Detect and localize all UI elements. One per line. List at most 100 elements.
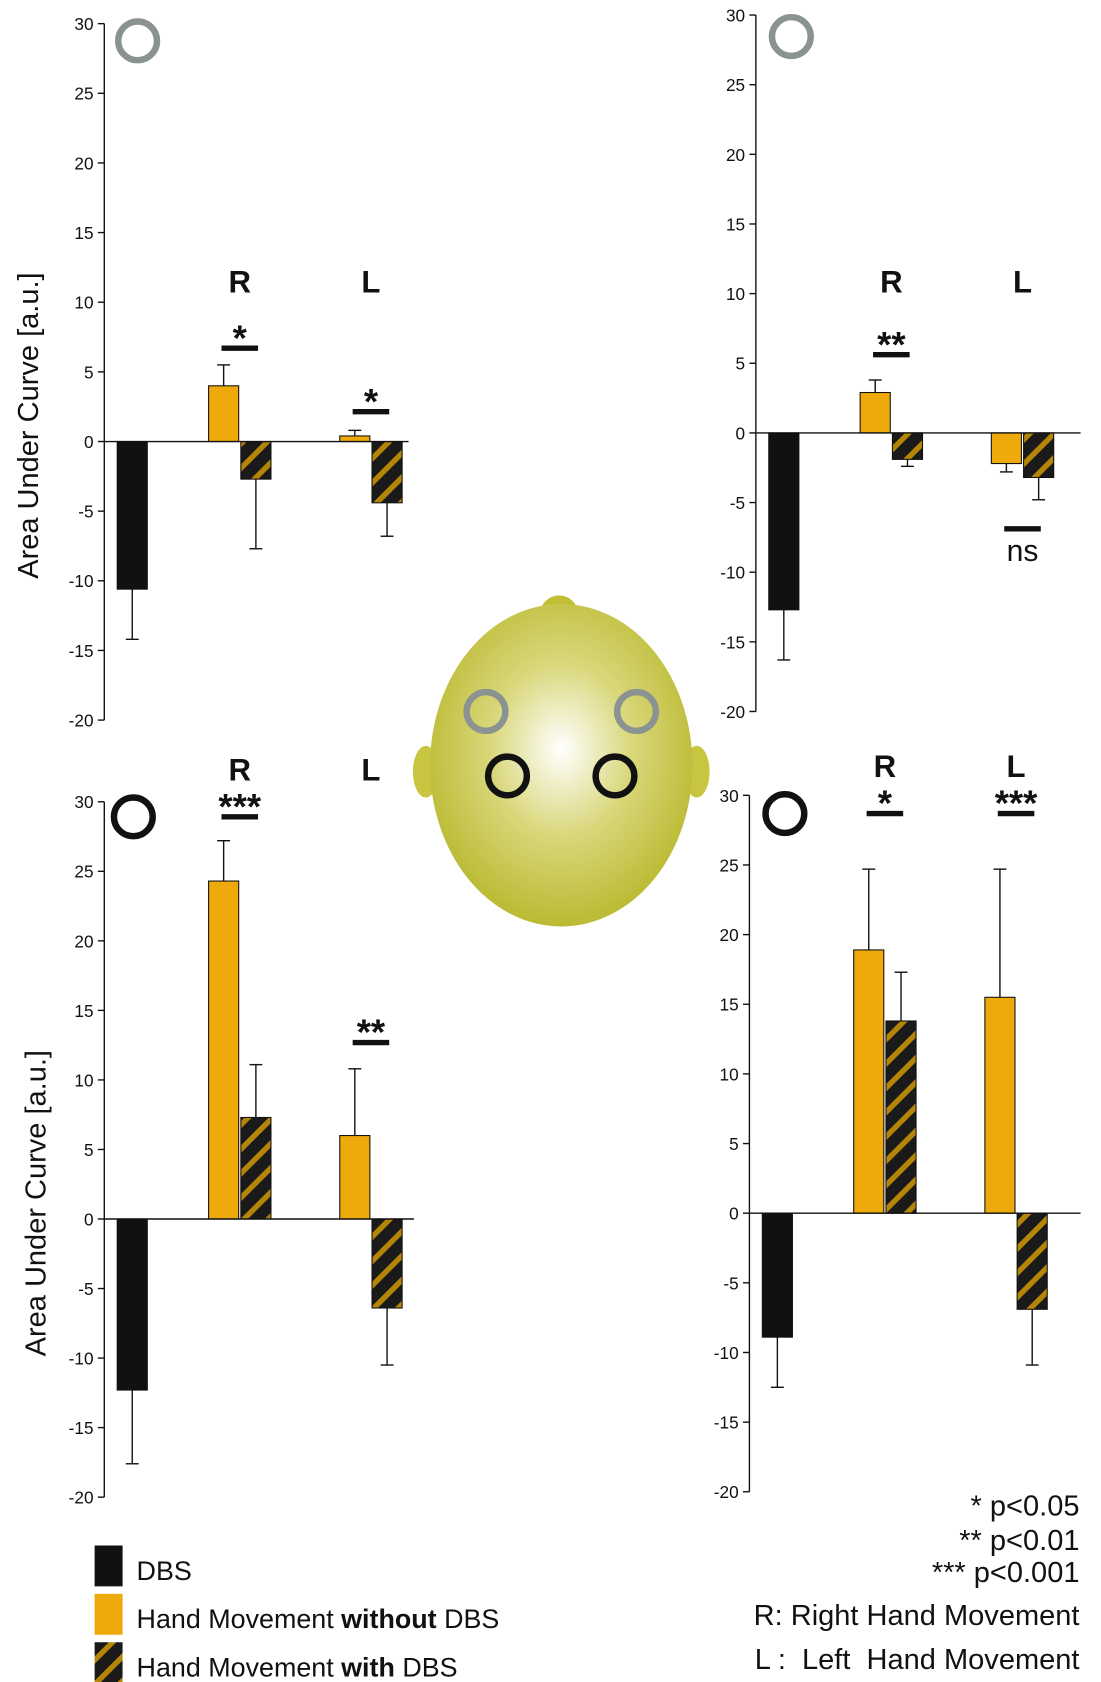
group-label: R (229, 752, 252, 787)
note: L : Left Hand Movement (755, 1644, 1080, 1676)
bar (985, 997, 1015, 1213)
y-tick-label: -10 (69, 1349, 94, 1369)
significance-label: ** (877, 324, 906, 365)
y-tick-label: 25 (74, 84, 93, 104)
significance-label: * (878, 783, 893, 824)
bar (372, 1219, 402, 1308)
bar (340, 436, 370, 442)
panel-icon (772, 17, 811, 56)
y-tick-label: -20 (714, 1482, 739, 1502)
y-tick-label: 10 (74, 293, 93, 313)
y-tick-label: -15 (714, 1413, 739, 1433)
bar (860, 393, 890, 433)
y-tick-label: 30 (74, 792, 93, 812)
group-label: R (880, 264, 903, 299)
y-tick-label: 20 (720, 925, 739, 945)
bar (762, 1213, 792, 1337)
head (430, 604, 692, 926)
note: ** p<0.01 (959, 1525, 1079, 1557)
bar (892, 433, 922, 459)
legend-word: without (340, 1604, 444, 1634)
group-label: R (874, 749, 897, 784)
y-tick-label: 10 (74, 1070, 93, 1090)
note: *** p<0.001 (932, 1557, 1080, 1589)
y-tick-label: 5 (736, 354, 746, 374)
y-tick-label: 15 (74, 223, 93, 243)
y-tick-label: -5 (730, 493, 745, 513)
y-tick-label: -15 (69, 641, 94, 661)
significance-label: *** (218, 786, 261, 827)
legend-word: DBS (444, 1604, 499, 1634)
significance-label: *** (995, 783, 1038, 824)
y-tick-label: 10 (720, 1064, 739, 1084)
y-tick-label: 25 (726, 75, 745, 95)
panel-icon (114, 797, 153, 836)
bar (117, 442, 147, 590)
legend-word: with (340, 1653, 402, 1682)
y-tick-label: -5 (78, 1279, 93, 1299)
legend-word: Movement (208, 1653, 341, 1682)
note: R: Right Hand Movement (754, 1600, 1080, 1632)
y-tick-label: 25 (74, 862, 93, 882)
y-tick-label: -10 (720, 563, 745, 583)
significance-label: * (364, 381, 379, 422)
y-tick-label: 0 (84, 432, 94, 452)
bar (1024, 433, 1054, 478)
bar (117, 1219, 147, 1390)
y-tick-label: -5 (78, 502, 93, 522)
legend-swatch (95, 1546, 123, 1587)
y-tick-label: -10 (714, 1343, 739, 1363)
bar (1017, 1213, 1047, 1309)
y-tick-label: 0 (729, 1204, 739, 1224)
group-label: L (1013, 264, 1032, 299)
legend-swatch (95, 1642, 123, 1682)
bar (241, 1117, 271, 1219)
y-axis-label: Area Under Curve [a.u.] (20, 1050, 52, 1356)
group-label: L (361, 752, 380, 787)
group-label: R (229, 264, 252, 299)
y-tick-label: 5 (84, 362, 94, 382)
y-axis-label: Area Under Curve [a.u.] (13, 272, 45, 578)
legend-word: Movement (208, 1604, 341, 1634)
y-tick-label: 15 (74, 1001, 93, 1021)
legend-label: Hand Movement with DBS (137, 1653, 458, 1682)
group-label: L (361, 264, 380, 299)
bar (886, 1021, 916, 1213)
bar (372, 442, 402, 503)
y-tick-label: 5 (729, 1134, 739, 1154)
legend-word: Hand (137, 1653, 209, 1682)
significance-label: * (233, 317, 248, 358)
significance-label: ** (357, 1012, 386, 1053)
legend-word: Hand (137, 1604, 209, 1634)
bar (854, 950, 884, 1213)
y-tick-label: 30 (74, 14, 93, 34)
significance-label: ns (1007, 535, 1039, 568)
y-tick-label: 15 (720, 995, 739, 1015)
y-tick-label: -15 (720, 632, 745, 652)
legend-label: DBS (137, 1556, 192, 1586)
y-tick-label: 20 (726, 145, 745, 165)
y-tick-label: 30 (720, 786, 739, 806)
y-tick-label: -10 (69, 571, 94, 591)
legend-word: DBS (402, 1653, 457, 1682)
y-tick-label: 0 (84, 1209, 94, 1229)
group-label: L (1007, 749, 1026, 784)
y-tick-label: -20 (69, 1488, 94, 1508)
y-tick-label: 20 (74, 153, 93, 173)
y-tick-label: 15 (726, 214, 745, 234)
y-tick-label: 25 (720, 855, 739, 875)
panel-icon (118, 21, 157, 60)
y-tick-label: -5 (723, 1273, 738, 1293)
y-tick-label: 10 (726, 284, 745, 304)
legend-swatch (95, 1594, 123, 1635)
head-diagram (413, 595, 710, 926)
y-tick-label: -15 (69, 1418, 94, 1438)
y-tick-label: 30 (726, 5, 745, 25)
y-tick-label: 5 (84, 1140, 94, 1160)
y-tick-label: -20 (69, 711, 94, 731)
bar (209, 881, 239, 1219)
figure: -20 -15 -10 -5 0 5 10 15 20 25 30 Area Under Curve … (0, 0, 1101, 1682)
note: * p<0.05 (971, 1490, 1080, 1522)
y-tick-label: 0 (736, 423, 746, 443)
bar (991, 433, 1021, 464)
